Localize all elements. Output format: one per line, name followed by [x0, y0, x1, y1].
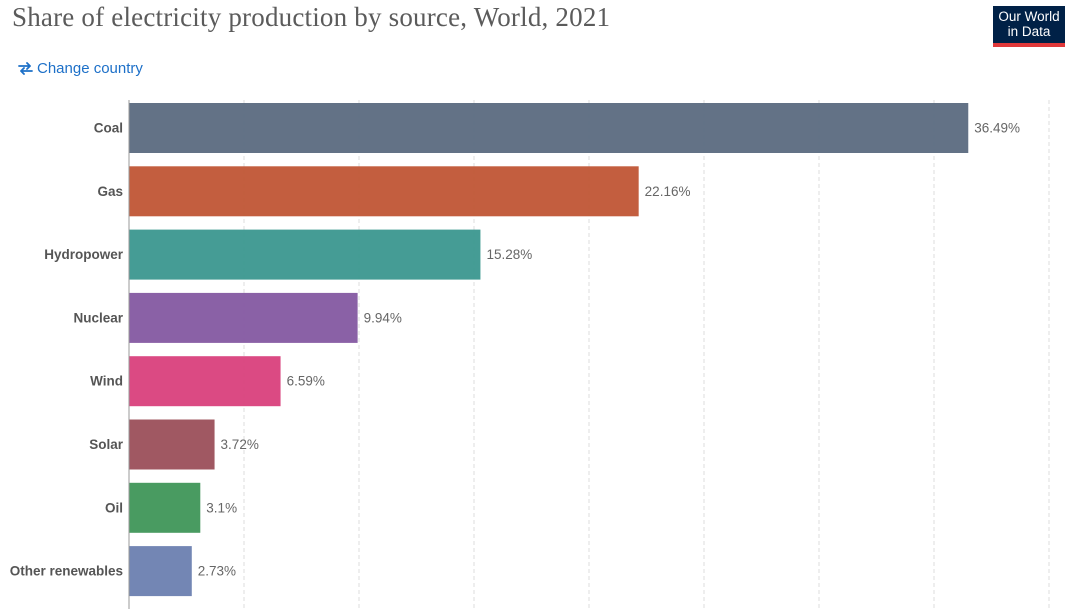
- value-label: 9.94%: [364, 310, 402, 325]
- bar[interactable]: [129, 103, 969, 153]
- change-country-button[interactable]: Change country: [18, 58, 143, 78]
- value-label: 36.49%: [974, 121, 1020, 136]
- bar[interactable]: [129, 482, 201, 533]
- chart-title: Share of electricity production by sourc…: [12, 2, 611, 32]
- logo-line-2: in Data: [1007, 24, 1051, 39]
- logo-line-1: Our World: [998, 9, 1060, 24]
- value-label: 3.1%: [206, 500, 237, 515]
- bar[interactable]: [129, 546, 192, 597]
- category-label: Nuclear: [73, 310, 123, 325]
- bar[interactable]: [129, 166, 639, 217]
- value-label: 6.59%: [287, 374, 325, 389]
- value-label: 3.72%: [221, 437, 259, 452]
- swap-arrows-icon: [18, 61, 33, 75]
- bar[interactable]: [129, 229, 481, 280]
- value-label: 15.28%: [486, 247, 532, 262]
- category-label: Hydropower: [44, 247, 124, 262]
- category-label: Coal: [94, 121, 123, 136]
- owid-logo[interactable]: Our World in Data: [993, 6, 1065, 47]
- category-label: Other renewables: [10, 564, 123, 579]
- value-label: 2.73%: [198, 564, 236, 579]
- category-label: Wind: [90, 374, 123, 389]
- bar[interactable]: [129, 356, 281, 407]
- value-label: 22.16%: [645, 184, 691, 199]
- category-label: Solar: [89, 437, 124, 452]
- bar[interactable]: [129, 419, 215, 470]
- change-country-label: Change country: [37, 59, 143, 77]
- bar[interactable]: [129, 292, 358, 343]
- category-label: Oil: [105, 500, 123, 515]
- category-label: Gas: [97, 184, 123, 199]
